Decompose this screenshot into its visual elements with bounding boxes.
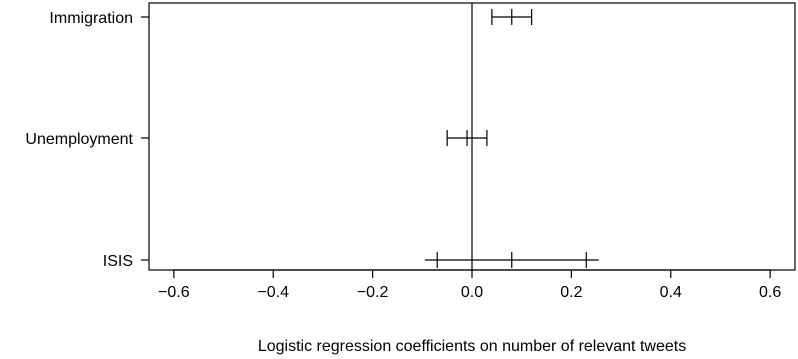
x-tick-label: 0.4 bbox=[660, 284, 682, 301]
x-tick-label: 0.2 bbox=[560, 284, 582, 301]
y-axis: Immigration Unemployment ISIS bbox=[25, 10, 149, 270]
x-tick-label: 0.0 bbox=[461, 284, 483, 301]
y-tick-label: ISIS bbox=[103, 253, 133, 270]
x-axis-title: Logistic regression coefficients on numb… bbox=[258, 338, 686, 355]
x-tick-label: −0.6 bbox=[158, 284, 190, 301]
y-tick-label: Unemployment bbox=[25, 131, 133, 148]
x-axis: −0.6 −0.4 −0.2 0.0 0.2 0.4 0.6 bbox=[158, 269, 781, 301]
x-tick-label: −0.2 bbox=[357, 284, 389, 301]
y-tick-label: Immigration bbox=[49, 10, 133, 27]
chart-marks bbox=[424, 3, 599, 270]
x-tick-label: 0.6 bbox=[759, 284, 781, 301]
x-tick-label: −0.4 bbox=[257, 284, 289, 301]
